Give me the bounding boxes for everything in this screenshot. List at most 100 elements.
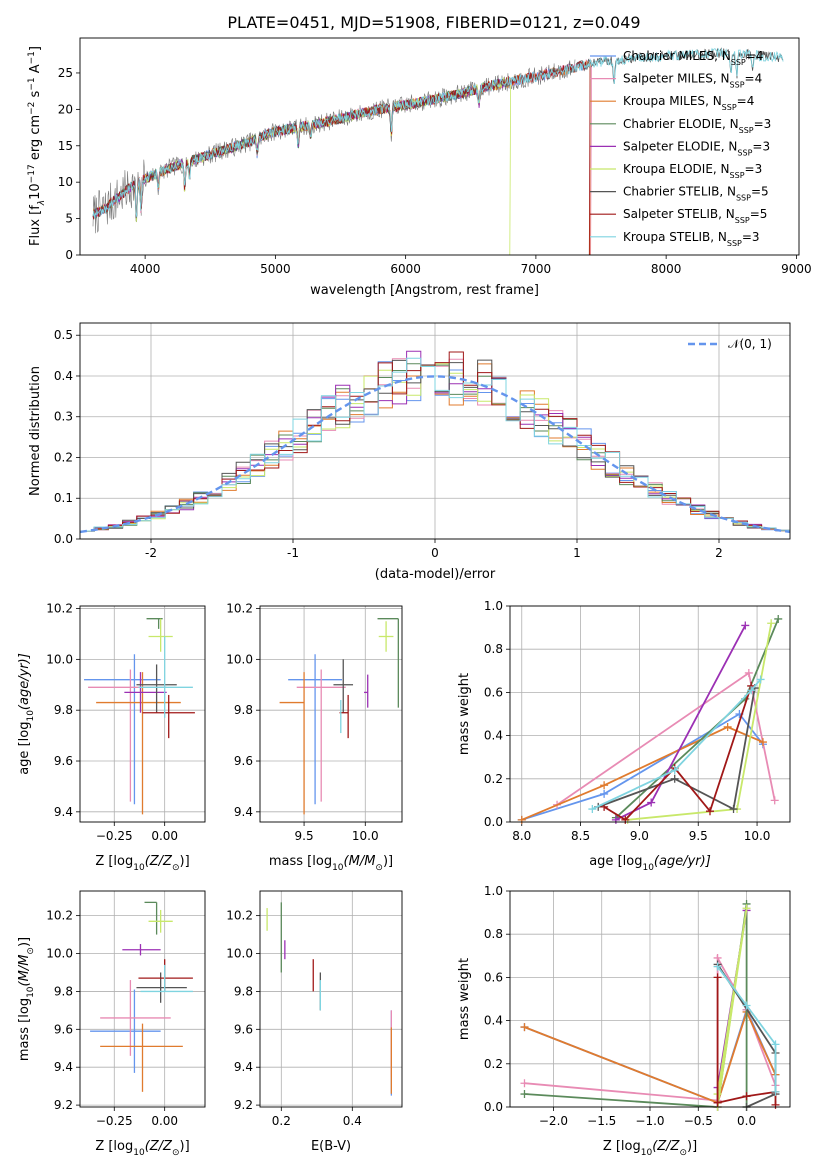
x-tick-label: 8000 bbox=[651, 262, 682, 276]
y-tick-label: 9.6 bbox=[234, 754, 253, 768]
legend-entry-name: Kroupa ELODIE bbox=[623, 162, 713, 176]
y-tick-label: 0.8 bbox=[484, 642, 503, 656]
legend-entry-count: =3 bbox=[742, 230, 760, 244]
point-marker bbox=[706, 807, 714, 816]
legend-entry: Salpeter MILES, NSSP=4 bbox=[623, 72, 762, 90]
axes-frame bbox=[259, 890, 403, 1108]
axis-label-part: age [log bbox=[589, 854, 642, 869]
point-marker bbox=[647, 798, 656, 807]
legend-entry-name: Kroupa MILES bbox=[623, 94, 705, 108]
axis-label-part: (age/yr)] bbox=[17, 653, 32, 710]
axis-label-part: ] bbox=[28, 46, 43, 51]
y-tick-label: 9.8 bbox=[234, 703, 253, 717]
axis-label-part: −17 bbox=[27, 164, 37, 183]
figure-title: PLATE=0451, MJD=51908, FIBERID=0121, z=0… bbox=[227, 13, 640, 32]
y-tick-label: 9.4 bbox=[234, 805, 253, 819]
legend-entry-n: , N bbox=[718, 207, 735, 221]
axis-label-part: )] bbox=[687, 1139, 697, 1154]
series-line-7 bbox=[92, 60, 591, 255]
point-marker bbox=[517, 815, 526, 824]
y-tick-label: 0.2 bbox=[484, 1057, 503, 1071]
point-marker bbox=[729, 805, 738, 814]
legend-entry: Kroupa STELIB, NSSP=3 bbox=[623, 230, 760, 248]
point-marker bbox=[520, 1079, 529, 1088]
y-tick-label: 0.2 bbox=[54, 450, 73, 464]
legend-entry-name: Chabrier ELODIE bbox=[623, 117, 722, 131]
x-tick-label: −0.25 bbox=[96, 829, 133, 843]
y-tick-label: 10.2 bbox=[226, 602, 253, 616]
axis-label-part: erg cm bbox=[28, 115, 43, 164]
legend-entry-count: =5 bbox=[750, 207, 768, 221]
point-marker bbox=[741, 621, 750, 630]
point-marker bbox=[520, 1090, 529, 1099]
axis-label-part: Flux [f bbox=[28, 205, 43, 246]
point-marker bbox=[742, 1001, 751, 1010]
axis-label-part: s bbox=[28, 90, 43, 101]
legend-entry-name: Salpeter ELODIE bbox=[623, 139, 721, 153]
weights-vs-Z-panel: −2.0 −1.5 −1.0 −0.5 0.0 0.0 0.2 0.4 0.6 0.8 1.0 Z [… bbox=[457, 884, 791, 1158]
axis-label-part: 10 bbox=[133, 1148, 145, 1158]
x-tick-label: 4000 bbox=[130, 262, 161, 276]
axis-label-part: (M/M bbox=[17, 955, 32, 987]
x-tick-label: 0.00 bbox=[151, 829, 178, 843]
x-axis-label: E(B-V) bbox=[311, 1139, 351, 1154]
point-marker bbox=[600, 781, 609, 790]
series-line-8 bbox=[716, 966, 777, 1092]
errorbars bbox=[84, 618, 195, 815]
x-tick-label: 0.2 bbox=[272, 1114, 291, 1128]
y-tick-label: 0.2 bbox=[484, 772, 503, 786]
y-tick-label: 0.6 bbox=[484, 685, 503, 699]
y-tick-label: 9.2 bbox=[54, 1098, 73, 1112]
y-tick-label: 0.8 bbox=[484, 927, 503, 941]
legend-entry-n: , N bbox=[722, 117, 739, 131]
axis-label-part: −2 bbox=[27, 102, 37, 115]
histograms bbox=[80, 350, 790, 534]
point-marker bbox=[670, 774, 679, 783]
spectrum-lines bbox=[92, 47, 784, 255]
legend-entry-name: Salpeter MILES bbox=[623, 72, 713, 86]
legend-entry-n: , N bbox=[713, 72, 730, 86]
axis-label-part: (age/yr)] bbox=[654, 854, 711, 869]
legend-entry-name: Chabrier MILES bbox=[623, 49, 714, 63]
axis-label-part: 10 bbox=[28, 183, 43, 200]
y-tick-label: 9.2 bbox=[234, 1098, 253, 1112]
legend-entry-count: =3 bbox=[745, 162, 763, 176]
legend-entry-n: , N bbox=[710, 230, 727, 244]
y-tick-label: 9.6 bbox=[234, 1022, 253, 1036]
y-tick-label: 10.0 bbox=[226, 947, 253, 961]
x-tick-label: 0.0 bbox=[737, 1114, 756, 1128]
errorbars bbox=[266, 902, 393, 1096]
x-tick-label: −0.5 bbox=[684, 1114, 713, 1128]
axis-label-part: )] bbox=[17, 937, 32, 947]
x-tick-label: 5000 bbox=[260, 262, 291, 276]
weight-lines bbox=[520, 899, 780, 1111]
y-tick-label: 1.0 bbox=[484, 884, 503, 898]
legend-entry-sub: SSP bbox=[730, 80, 745, 89]
errorbars bbox=[90, 901, 193, 1092]
y-axis-label: mass [log10(M/M⊙)] bbox=[17, 937, 36, 1061]
axis-label-part: (M/M bbox=[344, 854, 376, 869]
point-marker bbox=[747, 686, 756, 695]
legend-entry-sub: SSP bbox=[735, 216, 750, 225]
y-axis-label: Normed distribution bbox=[28, 366, 43, 496]
point-marker bbox=[770, 796, 779, 805]
y-axis-label: age [log10(age/yr)] bbox=[17, 653, 36, 775]
y-tick-label: 0.1 bbox=[54, 491, 73, 505]
axes-frame bbox=[509, 890, 791, 1108]
axis-label-part: 10 bbox=[26, 986, 36, 998]
legend-entry-name: Kroupa STELIB bbox=[623, 230, 710, 244]
x-tick-label: 2 bbox=[715, 546, 723, 560]
x-tick-label: 10.0 bbox=[352, 829, 379, 843]
legend-entry: Salpeter STELIB, NSSP=5 bbox=[623, 207, 767, 225]
axis-label-part: )] bbox=[180, 854, 190, 869]
legend-entry-n: , N bbox=[721, 139, 738, 153]
x-tick-label: −1.5 bbox=[587, 1114, 616, 1128]
point-marker bbox=[744, 668, 753, 677]
y-tick-label: 15 bbox=[58, 139, 73, 153]
axis-label-part: mass [log bbox=[269, 854, 332, 869]
legend-entry: Kroupa ELODIE, NSSP=3 bbox=[623, 162, 762, 180]
y-axis-label: mass weight bbox=[457, 673, 472, 755]
legend-entry-sub: SSP bbox=[727, 238, 742, 247]
y-tick-label: 0.5 bbox=[54, 328, 73, 342]
